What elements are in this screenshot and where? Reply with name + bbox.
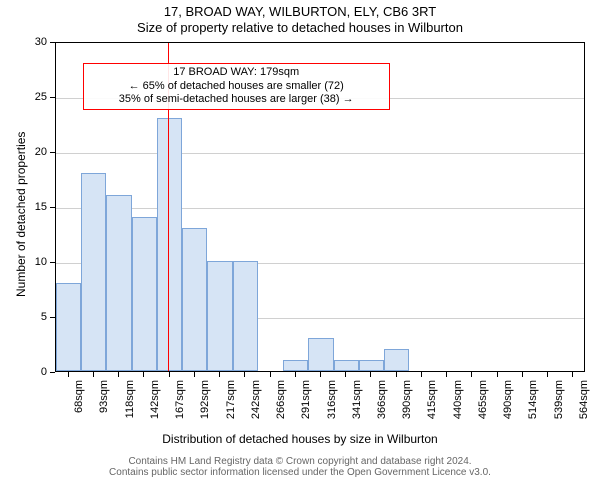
x-tick-label: 266sqm: [275, 380, 287, 430]
x-tick-mark: [118, 372, 119, 377]
x-tick-mark: [270, 372, 271, 377]
x-tick-mark: [396, 372, 397, 377]
gridline: [56, 208, 584, 209]
title-line-2: Size of property relative to detached ho…: [0, 20, 600, 36]
gridline: [56, 153, 584, 154]
histogram-bar: [106, 195, 131, 371]
y-tick-label: 5: [17, 311, 47, 323]
x-tick-label: 415sqm: [426, 380, 438, 430]
histogram-bar: [233, 261, 258, 371]
x-tick-label: 440sqm: [452, 380, 464, 430]
x-tick-label: 490sqm: [502, 380, 514, 430]
histogram-bar: [132, 217, 157, 371]
x-tick-label: 167sqm: [174, 380, 186, 430]
x-tick-label: 539sqm: [553, 380, 565, 430]
title-line-1: 17, BROAD WAY, WILBURTON, ELY, CB6 3RT: [0, 4, 600, 20]
x-tick-label: 316sqm: [326, 380, 338, 430]
x-tick-label: 366sqm: [376, 380, 388, 430]
histogram-bar: [384, 349, 409, 371]
x-tick-mark: [471, 372, 472, 377]
x-tick-mark: [320, 372, 321, 377]
y-tick-label: 30: [17, 36, 47, 48]
y-tick-mark: [50, 372, 55, 373]
x-tick-mark: [497, 372, 498, 377]
x-tick-label: 341sqm: [351, 380, 363, 430]
x-tick-mark: [547, 372, 548, 377]
annotation-line-2: ← 65% of detached houses are smaller (72…: [88, 80, 385, 94]
histogram-bar: [56, 283, 81, 371]
annotation-line-3: 35% of semi-detached houses are larger (…: [88, 93, 385, 107]
title-block: 17, BROAD WAY, WILBURTON, ELY, CB6 3RT S…: [0, 0, 600, 37]
y-tick-label: 25: [17, 91, 47, 103]
x-tick-mark: [93, 372, 94, 377]
histogram-bar: [81, 173, 106, 371]
x-tick-mark: [169, 372, 170, 377]
x-tick-mark: [522, 372, 523, 377]
x-tick-mark: [370, 372, 371, 377]
x-tick-label: 217sqm: [225, 380, 237, 430]
y-tick-label: 10: [17, 256, 47, 268]
page-root: 17, BROAD WAY, WILBURTON, ELY, CB6 3RT S…: [0, 0, 600, 500]
credits-block: Contains HM Land Registry data © Crown c…: [0, 456, 600, 478]
x-tick-label: 242sqm: [250, 380, 262, 430]
x-tick-mark: [572, 372, 573, 377]
x-tick-label: 118sqm: [124, 380, 136, 430]
annotation-box: 17 BROAD WAY: 179sqm ← 65% of detached h…: [83, 63, 390, 110]
histogram-bar: [157, 118, 182, 371]
x-tick-mark: [143, 372, 144, 377]
histogram-bar: [359, 360, 384, 371]
credits-line-2: Contains public sector information licen…: [0, 467, 600, 478]
x-tick-mark: [421, 372, 422, 377]
x-tick-mark: [295, 372, 296, 377]
credits-line-1: Contains HM Land Registry data © Crown c…: [0, 456, 600, 467]
x-tick-label: 291sqm: [300, 380, 312, 430]
x-tick-label: 142sqm: [149, 380, 161, 430]
histogram-bar: [308, 338, 333, 371]
x-tick-label: 192sqm: [199, 380, 211, 430]
x-tick-mark: [446, 372, 447, 377]
x-tick-mark: [345, 372, 346, 377]
y-tick-label: 20: [17, 146, 47, 158]
x-tick-label: 514sqm: [527, 380, 539, 430]
y-tick-label: 0: [17, 366, 47, 378]
x-tick-label: 68sqm: [73, 380, 85, 430]
histogram-bar: [182, 228, 207, 371]
y-tick-label: 15: [17, 201, 47, 213]
histogram-bar: [207, 261, 232, 371]
plot-area: 17 BROAD WAY: 179sqm ← 65% of detached h…: [55, 42, 585, 372]
x-tick-label: 93sqm: [98, 380, 110, 430]
x-tick-mark: [68, 372, 69, 377]
x-tick-label: 465sqm: [477, 380, 489, 430]
x-tick-label: 390sqm: [401, 380, 413, 430]
x-tick-mark: [194, 372, 195, 377]
histogram-bar: [334, 360, 359, 371]
x-axis-caption: Distribution of detached houses by size …: [0, 432, 600, 446]
x-tick-mark: [244, 372, 245, 377]
x-tick-mark: [219, 372, 220, 377]
annotation-line-1: 17 BROAD WAY: 179sqm: [88, 66, 385, 80]
histogram-bar: [283, 360, 308, 371]
x-tick-label: 564sqm: [578, 380, 590, 430]
